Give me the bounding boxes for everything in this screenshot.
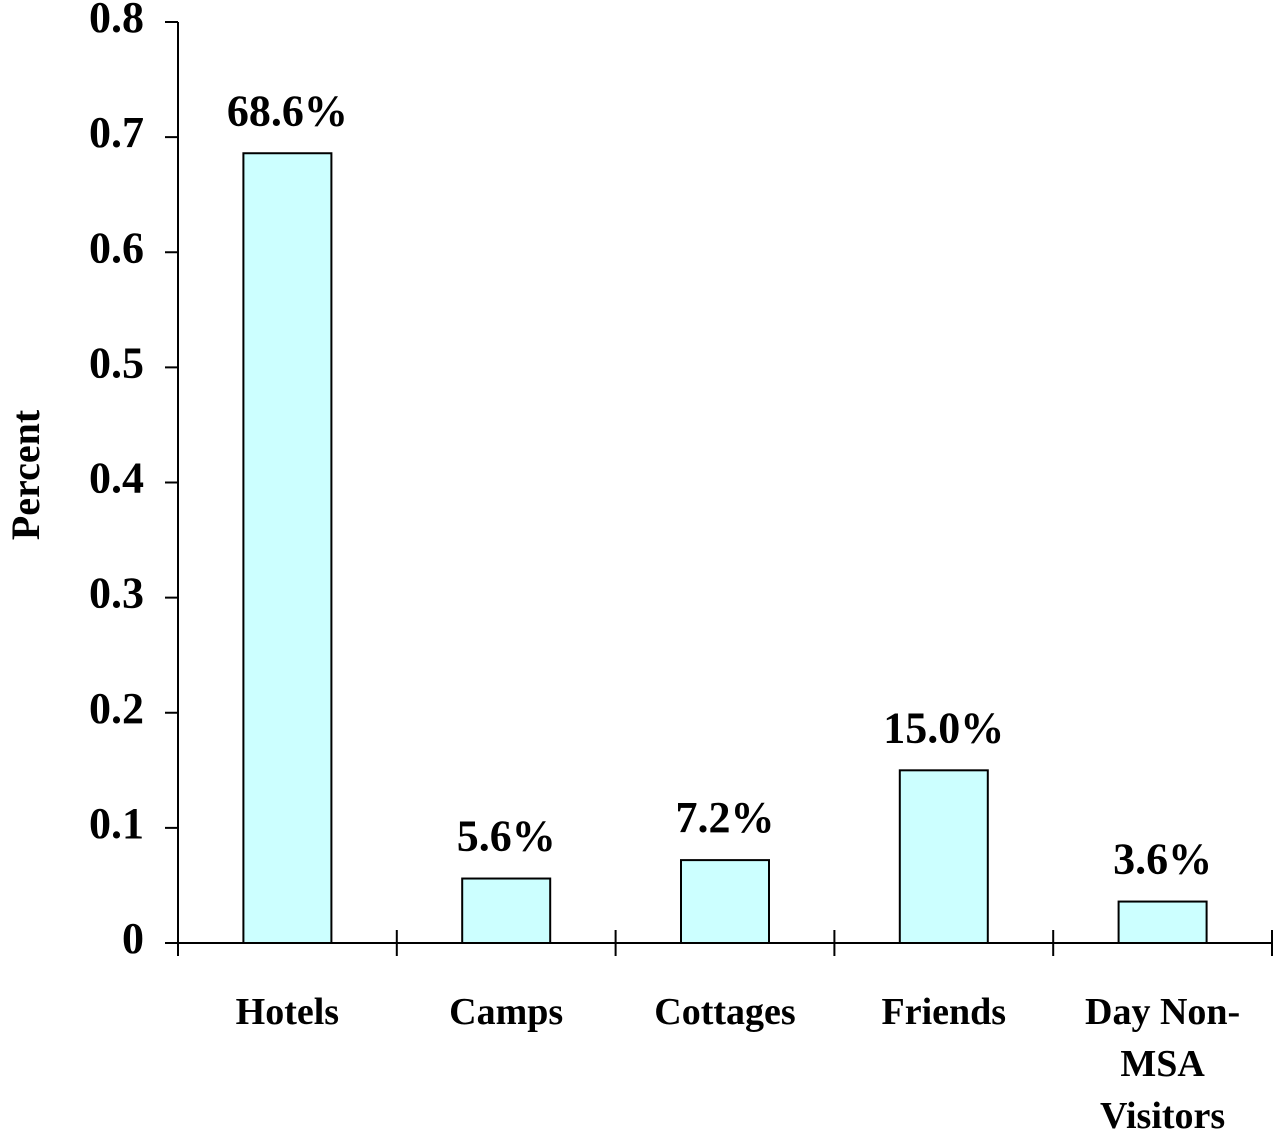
y-tick-label: 0.5 [89, 338, 144, 387]
value-label: 7.2% [676, 793, 775, 842]
x-tick-label-box: Day Non-MSA Visitors [1085, 991, 1241, 1135]
value-label: 68.6% [227, 86, 348, 135]
x-tick-label-box: Cottages [654, 991, 796, 1033]
x-tick-label: Camps [449, 991, 564, 1033]
y-tick-label: 0.3 [89, 569, 144, 618]
x-tick-label: Day Non-MSA Visitors [1085, 991, 1241, 1135]
y-tick-label: 0.8 [89, 0, 144, 42]
value-label: 15.0% [883, 703, 1004, 752]
x-tick-label-box: Camps [449, 991, 564, 1033]
bar [461, 877, 552, 945]
x-tick-label-box: Hotels [235, 991, 340, 1033]
x-tick-label: Cottages [654, 991, 796, 1033]
x-tick-label: Friends [881, 991, 1007, 1033]
value-label: 3.6% [1113, 835, 1212, 884]
bar [1117, 900, 1208, 944]
value-label: 5.6% [457, 812, 556, 861]
y-tick-label: 0.1 [89, 799, 144, 848]
y-tick-label: 0.7 [89, 108, 144, 157]
x-tick-label-box: Friends [881, 991, 1007, 1033]
y-tick-label: 0 [122, 914, 144, 963]
x-tick-label: Hotels [235, 991, 340, 1033]
bar [242, 152, 333, 944]
y-axis-label: Percent [3, 409, 48, 540]
bar [898, 769, 989, 944]
y-tick-label: 0.4 [89, 454, 144, 503]
bar [680, 859, 770, 944]
y-tick-label: 0.2 [89, 684, 144, 733]
y-tick-label: 0.6 [89, 223, 144, 272]
